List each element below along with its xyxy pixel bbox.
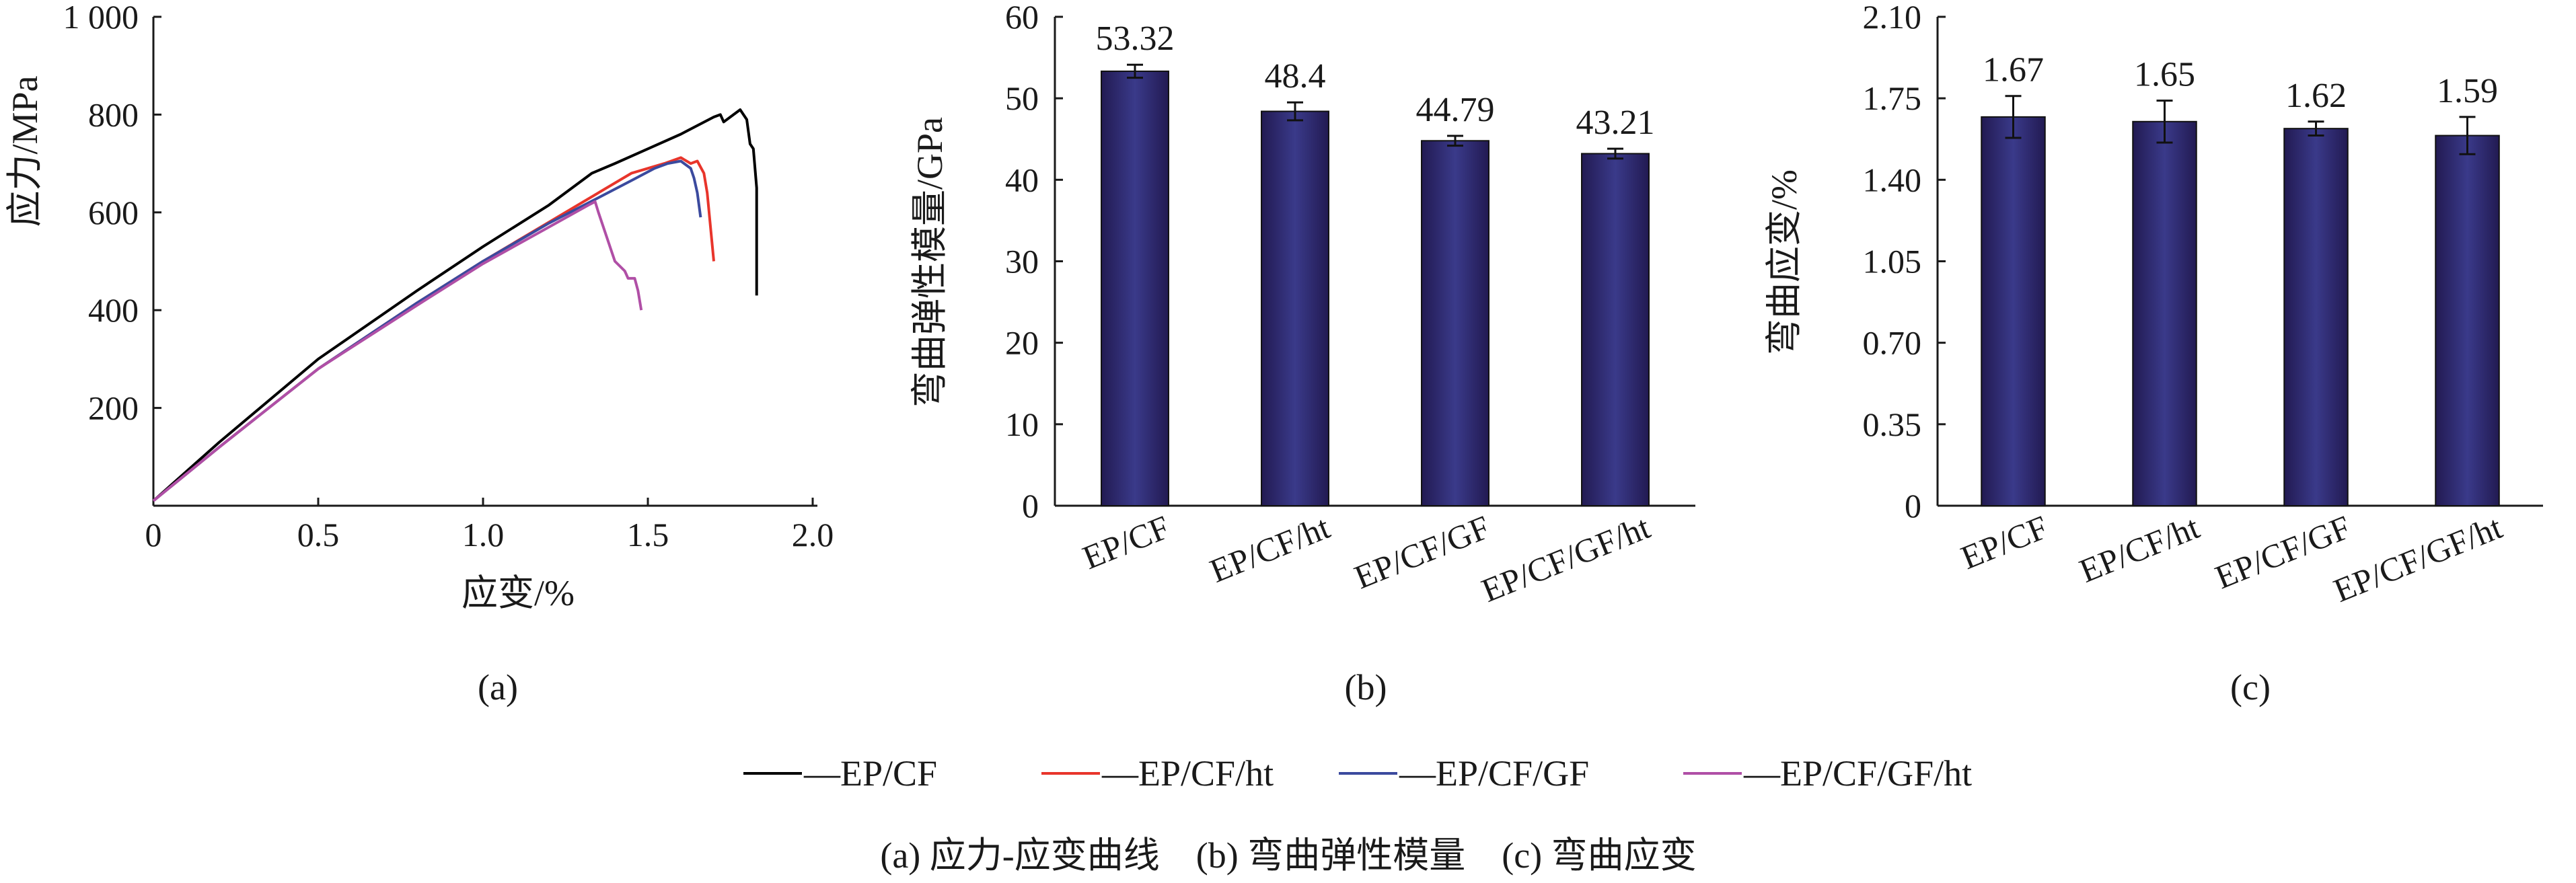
panel-a-y-tick-label: 600 — [88, 194, 139, 231]
panel-a-stress-strain: 0 0.5 1.0 1.5 2.0 200 400 600 800 1 000 应变/% 应力/M… — [5, 0, 834, 707]
series-line-ep-cf — [152, 108, 758, 502]
panel-b-bar-ep-cf-gf-ht — [1581, 153, 1650, 506]
panel-a-y-tick-label: 800 — [88, 95, 139, 133]
panel-a-x-label: 应变/% — [462, 573, 575, 613]
panel-c-bar-ep-cf-gf-ht — [2435, 135, 2500, 507]
panel-c-category-label: EP/CF/GF/ht — [2328, 508, 2507, 609]
figure-caption: (a) 应力-应变曲线 (b) 弯曲弹性模量 (c) 弯曲应变 — [880, 835, 1696, 876]
panel-b-y-label: 弯曲弹性模量/GPa — [910, 117, 950, 408]
panel-a-y-tick-label: 400 — [88, 291, 139, 329]
panel-a-label: (a) — [478, 667, 518, 707]
panel-b-bar-ep-cf-gf — [1421, 140, 1489, 506]
panel-c-y-tick-label: 1.75 — [1863, 79, 1922, 117]
panel-b-y-tick-label: 0 — [1022, 487, 1039, 525]
panel-c-y-tick-label: 0 — [1905, 487, 1921, 525]
panel-b-category-label: EP/CF/ht — [1205, 508, 1335, 590]
panel-b-y-tick-label: 30 — [1005, 243, 1039, 280]
panel-a-y-label: 应力/MPa — [5, 75, 45, 227]
legend-item-ep-cf-gf-ht: —EP/CF/GF/ht — [1683, 753, 1972, 794]
panel-a-x-tick-label: 1.5 — [627, 516, 669, 553]
legend-item-ep-cf: —EP/CF — [743, 753, 937, 794]
legend-label-ep-cf: —EP/CF — [803, 753, 937, 794]
panel-c-y-tick-label: 2.10 — [1863, 0, 1922, 36]
legend: —EP/CF —EP/CF/ht —EP/CF/GF —EP/CF/GF/ht — [743, 753, 1972, 794]
panel-b-category-label: EP/CF/GF — [1349, 508, 1495, 596]
series-line-ep-cf-gf — [152, 159, 702, 502]
panel-b-y-tick-label: 20 — [1005, 324, 1039, 362]
panel-a-y-tick-label: 1 000 — [63, 0, 139, 36]
series-line-ep-cf-gf-ht — [152, 200, 643, 502]
panel-c-category-label: EP/CF/ht — [2074, 508, 2205, 590]
panel-c-value-label: 1.67 — [1983, 51, 2044, 89]
legend-label-ep-cf-gf-ht: —EP/CF/GF/ht — [1743, 753, 1972, 794]
panel-c-y-tick-label: 1.05 — [1863, 243, 1922, 280]
panel-c-category-label: EP/CF — [1956, 508, 2053, 576]
panel-b-value-label: 53.32 — [1096, 20, 1175, 58]
panel-b-bar-ep-cf — [1101, 70, 1169, 506]
panel-c-value-label: 1.62 — [2285, 77, 2347, 115]
panel-b-value-label: 44.79 — [1416, 91, 1495, 129]
panel-c-y-tick-label: 1.40 — [1863, 161, 1922, 198]
panel-b-bar-ep-cf-ht — [1261, 110, 1329, 506]
panel-c-bar-ep-cf — [1981, 116, 2046, 507]
panel-c-bar-ep-cf-gf — [2283, 128, 2349, 506]
panel-b-y-tick-label: 60 — [1005, 0, 1039, 36]
panel-c-flexural-strain: 0 0.35 0.70 1.05 1.40 1.75 2.10 EP/CF EP/CF/ht EP… — [1764, 0, 2543, 707]
panel-b-y-tick-label: 10 — [1005, 406, 1039, 443]
panel-c-label: (c) — [2230, 667, 2271, 707]
panel-b-y-tick-label: 40 — [1005, 161, 1039, 198]
legend-label-ep-cf-ht: —EP/CF/ht — [1101, 753, 1274, 794]
panel-b-category-label: EP/CF/GF/ht — [1476, 508, 1655, 609]
panel-c-value-label: 1.65 — [2134, 56, 2195, 94]
panel-a-x-tick-label: 0.5 — [297, 516, 340, 553]
legend-label-ep-cf-gf: —EP/CF/GF — [1399, 753, 1589, 794]
panel-a-y-tick-label: 200 — [88, 389, 139, 427]
panel-c-value-label: 1.59 — [2437, 72, 2498, 110]
panel-b-value-label: 48.4 — [1265, 57, 1326, 95]
panel-c-y-tick-label: 0.35 — [1863, 406, 1922, 443]
legend-item-ep-cf-gf: —EP/CF/GF — [1339, 753, 1589, 794]
series-line-ep-cf-ht — [152, 156, 715, 502]
panel-b-flexural-modulus: 0 10 20 30 40 50 60 EP/CF EP/CF/ht EP/CF/GFEP/CF/… — [910, 0, 1695, 707]
panel-c-bar-ep-cf-ht — [2132, 120, 2197, 507]
panel-b-category-label: EP/CF — [1077, 508, 1175, 576]
panel-b-label: (b) — [1345, 667, 1387, 707]
panel-c-y-tick-label: 0.70 — [1863, 324, 1922, 362]
panel-b-y-tick-label: 50 — [1005, 79, 1039, 117]
panel-a-x-tick-label: 1.0 — [462, 516, 505, 553]
panel-a-x-tick-label: 2.0 — [792, 516, 834, 553]
panel-c-y-label: 弯曲应变/% — [1764, 169, 1804, 355]
panel-b-value-label: 43.21 — [1576, 104, 1655, 142]
panel-a-x-tick-label: 0 — [145, 516, 162, 553]
legend-item-ep-cf-ht: —EP/CF/ht — [1041, 753, 1274, 794]
